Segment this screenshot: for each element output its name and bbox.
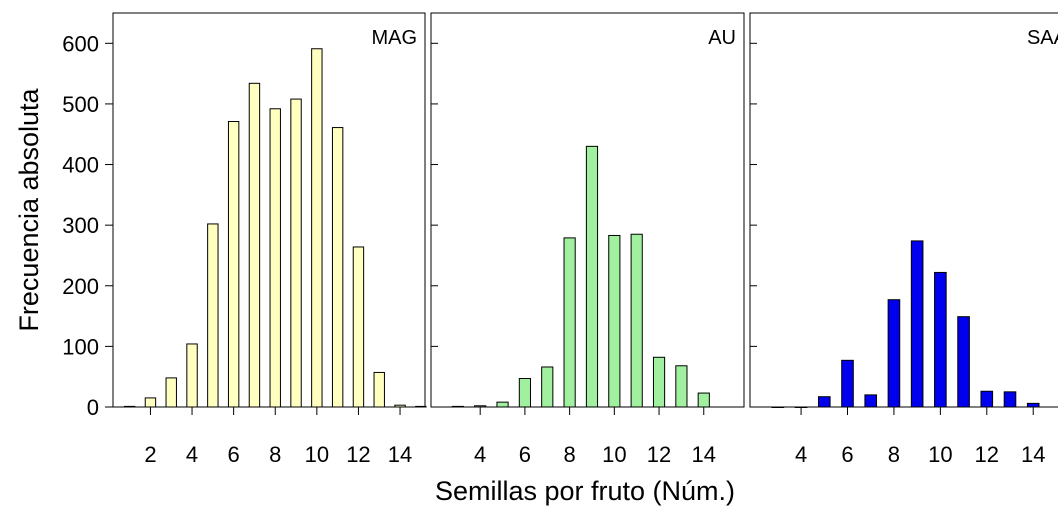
x-tick-label: 10 bbox=[928, 442, 952, 467]
x-tick-label: 10 bbox=[602, 442, 626, 467]
y-axis: 0 100 200 300 400 500 600 bbox=[62, 31, 113, 420]
y-tick-label: 100 bbox=[62, 334, 99, 359]
x-tick-label: 12 bbox=[975, 442, 999, 467]
x-tick-label: 10 bbox=[305, 442, 329, 467]
bar bbox=[563, 237, 576, 408]
x-tick-label: 6 bbox=[519, 442, 531, 467]
bar bbox=[771, 406, 785, 408]
bar bbox=[518, 378, 531, 408]
bar bbox=[165, 377, 177, 408]
bar bbox=[290, 98, 302, 408]
bar bbox=[123, 405, 136, 408]
y-axis-title: Frecuencia absoluta bbox=[14, 87, 44, 331]
bar bbox=[1026, 402, 1040, 408]
bar bbox=[269, 108, 281, 408]
y-tick-label: 0 bbox=[87, 395, 99, 420]
bar bbox=[980, 390, 994, 408]
x-tick-label: 8 bbox=[888, 442, 900, 467]
panel-saa: 4 6 8 10 12 14 SAA bbox=[749, 12, 1058, 467]
bar bbox=[227, 121, 240, 408]
panel-frame bbox=[112, 12, 426, 408]
panel-au: 4 6 8 10 12 14 AU bbox=[430, 12, 745, 467]
x-tick-label: 4 bbox=[186, 442, 198, 467]
bar bbox=[451, 405, 464, 408]
bar bbox=[415, 405, 427, 408]
bar bbox=[186, 343, 198, 408]
bar bbox=[910, 240, 924, 408]
bar bbox=[697, 392, 710, 408]
bar bbox=[144, 397, 157, 408]
bar bbox=[496, 401, 509, 408]
x-tick-label: 14 bbox=[1021, 442, 1045, 467]
x-tick-label: 8 bbox=[563, 442, 575, 467]
panels: 2 4 6 8 10 12 14 MAG 4 6 8 10 12 14 AU 4 6 8 10 12 14 SAA bbox=[112, 12, 1058, 467]
x-tick-label: 12 bbox=[647, 442, 671, 467]
bar bbox=[817, 396, 831, 408]
panel-mag: 2 4 6 8 10 12 14 MAG bbox=[112, 12, 427, 467]
bar bbox=[248, 82, 261, 408]
bar bbox=[1003, 391, 1017, 408]
bar bbox=[887, 299, 901, 408]
bar bbox=[652, 356, 666, 408]
x-tick-label: 12 bbox=[346, 442, 370, 467]
bar bbox=[675, 365, 688, 408]
bar bbox=[331, 127, 344, 408]
x-tick-label: 8 bbox=[269, 442, 281, 467]
panel-label: AU bbox=[708, 27, 736, 49]
bar bbox=[957, 316, 970, 408]
x-tick-label: 2 bbox=[144, 442, 156, 467]
panel-label: SAA bbox=[1027, 27, 1058, 49]
y-tick-label: 200 bbox=[62, 274, 99, 299]
bar bbox=[864, 394, 878, 408]
bar bbox=[585, 145, 599, 408]
x-tick-label: 14 bbox=[388, 442, 412, 467]
bar bbox=[934, 271, 947, 408]
y-tick-label: 500 bbox=[62, 92, 99, 117]
bar bbox=[630, 233, 643, 408]
x-axis-title: Semillas por fruto (Núm.) bbox=[435, 476, 735, 506]
y-tick-label: 300 bbox=[62, 213, 99, 238]
bar bbox=[352, 246, 365, 408]
bar bbox=[474, 405, 487, 408]
panel-label: MAG bbox=[371, 27, 417, 49]
x-tick-label: 6 bbox=[841, 442, 853, 467]
bar bbox=[541, 366, 554, 408]
y-tick-label: 600 bbox=[62, 31, 99, 56]
x-tick-label: 4 bbox=[795, 442, 807, 467]
bar bbox=[207, 223, 219, 408]
bar bbox=[394, 404, 406, 408]
bar bbox=[608, 234, 621, 408]
x-tick-label: 6 bbox=[228, 442, 240, 467]
x-tick-label: 14 bbox=[692, 442, 716, 467]
y-tick-label: 400 bbox=[62, 153, 99, 178]
bar bbox=[841, 359, 854, 408]
x-tick-label: 4 bbox=[474, 442, 486, 467]
panel-frame bbox=[749, 12, 1058, 408]
bar bbox=[373, 371, 385, 408]
bar bbox=[311, 48, 323, 408]
